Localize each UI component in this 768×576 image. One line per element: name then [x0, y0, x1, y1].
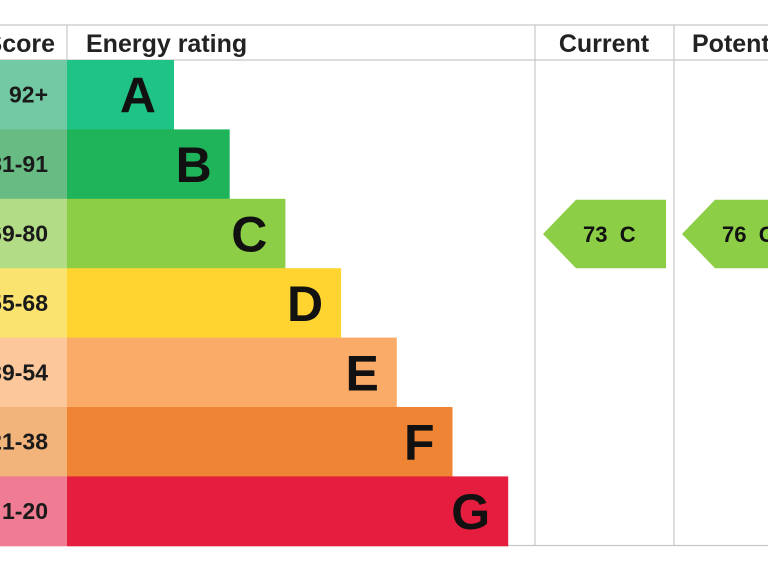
band-letter-d: D — [287, 276, 323, 332]
band-bar-a — [67, 60, 174, 130]
band-bar-g — [67, 476, 509, 547]
score-cell-f — [0, 407, 67, 477]
score-label-e: 39-54 — [0, 359, 48, 385]
score-cell-a — [0, 60, 67, 130]
potential-column-header: Potential — [692, 30, 768, 58]
score-cell-d — [0, 268, 67, 339]
band-bar-f — [67, 407, 453, 477]
band-bar-d — [67, 268, 342, 339]
score-column-header: Score — [0, 30, 55, 58]
potential-rating-label: 76 C — [722, 222, 768, 247]
potential-arrow — [682, 199, 768, 269]
band-letter-c: C — [231, 207, 267, 263]
score-cell-b — [0, 129, 67, 200]
score-label-b: 81-91 — [0, 151, 48, 177]
score-cell-g — [0, 476, 67, 547]
current-column-header: Current — [559, 30, 650, 58]
current-arrow — [543, 199, 666, 269]
band-letter-g: G — [451, 484, 490, 540]
score-label-d: 55-68 — [0, 290, 48, 316]
energy-rating-header: Energy rating — [86, 30, 247, 58]
band-letter-e: E — [345, 345, 378, 401]
band-bar-c — [67, 198, 286, 269]
band-letter-a: A — [120, 68, 156, 124]
score-cell-c — [0, 198, 67, 269]
score-label-f: 21-38 — [0, 429, 48, 455]
score-cell-e — [0, 337, 67, 408]
band-bar-b — [67, 129, 230, 200]
current-rating-label: 73 C — [583, 222, 636, 247]
rating-indicators: 73 C 76 C — [543, 199, 768, 269]
score-label-g: 1-20 — [2, 498, 48, 524]
band-letter-b: B — [176, 137, 212, 193]
score-label-a: 92+ — [9, 82, 48, 108]
band-bar-e — [67, 337, 397, 408]
band-letter-f: F — [404, 415, 435, 471]
score-label-c: 69-80 — [0, 221, 48, 247]
rating-bands: 92+ A 81-91 B 69-80 C 55-68 D 39-54 E 21-38 F 1-20 G — [0, 60, 509, 547]
